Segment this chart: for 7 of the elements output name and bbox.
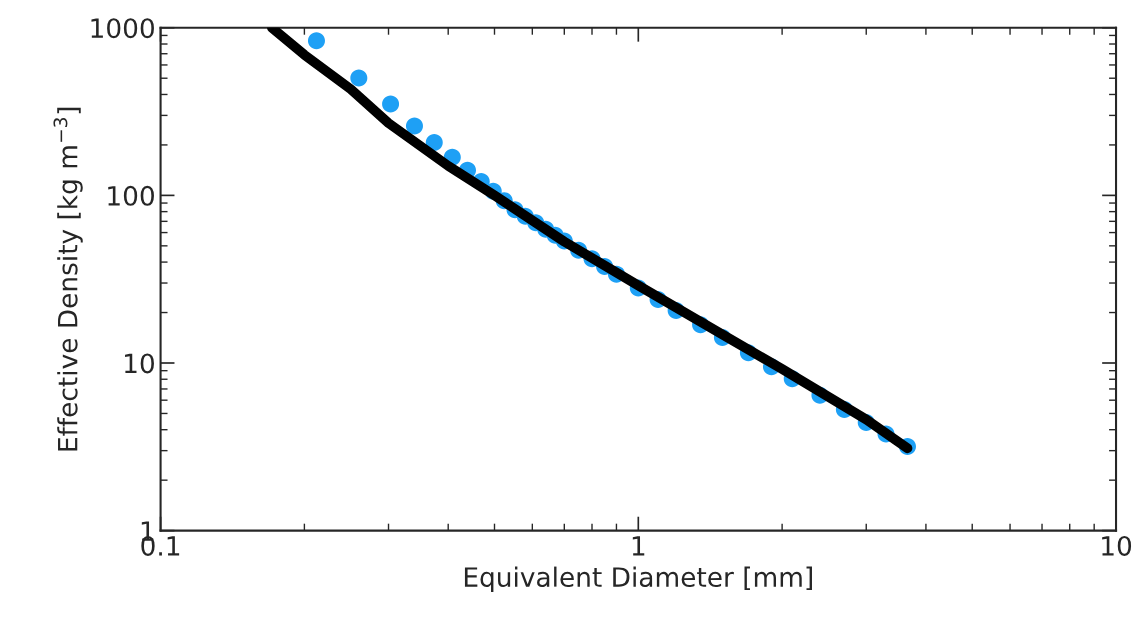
y-axis-title: Effective Density [kg m$^{−3}$] [53,107,83,451]
y-tick-label: 1000 [91,18,154,39]
x-axis-title: Equivalent Diameter [mm] [464,566,812,593]
y-tick-label: 10 [125,353,154,374]
x-tick-label: 1 [632,536,645,556]
y-tick-label: 100 [108,185,154,206]
x-tick-label: 10 [1102,535,1132,556]
